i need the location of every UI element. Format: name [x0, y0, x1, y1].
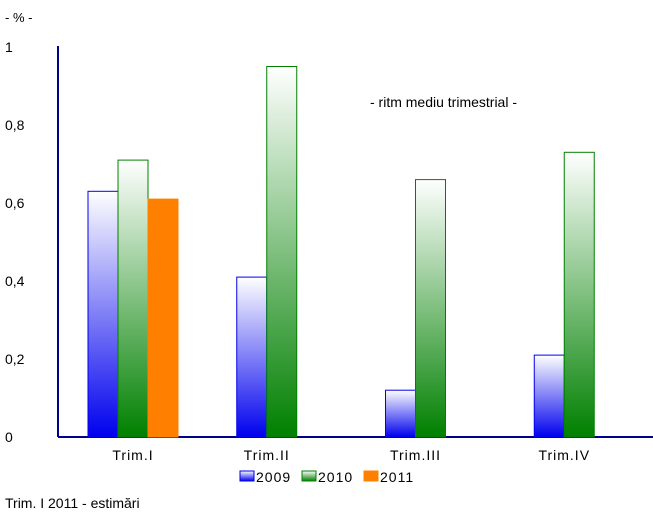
y-tick-label: 0,6: [5, 195, 25, 211]
x-tick-label: Trim.I: [112, 447, 153, 463]
bar-2010-2: [415, 179, 446, 438]
bar-2010-0: [117, 159, 149, 438]
bar-2010-3: [563, 151, 595, 438]
y-tick-label: 0,2: [5, 351, 25, 367]
bar-2009-1: [236, 276, 268, 438]
unit-label: - % -: [5, 10, 32, 25]
bar-2009-2: [385, 389, 416, 438]
bar-2009-0: [87, 190, 119, 438]
chart-annotation: - ritm mediu trimestrial -: [370, 94, 517, 110]
y-tick-label: 0,8: [5, 117, 25, 133]
legend-swatch-2009: [239, 470, 255, 482]
y-tick-label: 0: [5, 429, 13, 445]
bars: [87, 66, 595, 438]
bar-2010-1: [266, 66, 298, 438]
legend: 2009 2010 2011: [239, 469, 414, 485]
legend-label-2011: 2011: [380, 469, 414, 485]
bar-2009-3: [533, 354, 565, 438]
y-tick-label: 0,4: [5, 273, 25, 289]
legend-swatch-2010: [301, 470, 317, 482]
y-tick-label: 1: [5, 39, 13, 55]
x-tick-label: Trim.III: [390, 447, 441, 463]
footnote: Trim. I 2011 - estimări: [5, 495, 140, 511]
legend-label-2009: 2009: [256, 469, 291, 485]
legend-swatch-2011: [363, 470, 379, 482]
bar-2011-0: [147, 198, 179, 438]
legend-label-2010: 2010: [318, 469, 353, 485]
x-tick-label: Trim.II: [244, 447, 290, 463]
x-tick-label: Trim.IV: [538, 447, 590, 463]
